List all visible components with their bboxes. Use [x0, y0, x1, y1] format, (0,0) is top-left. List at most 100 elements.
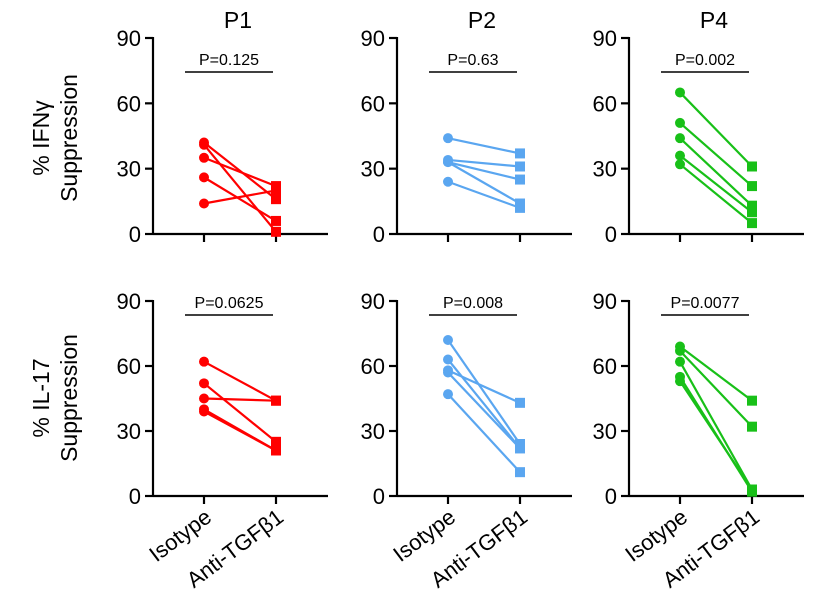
- pvalue-label: P=0.0077: [671, 295, 740, 312]
- isotype-point: [675, 159, 685, 170]
- panel-title: P4: [700, 7, 728, 33]
- isotype-point: [199, 378, 209, 389]
- isotype-point: [675, 87, 685, 98]
- y-tick-label: 0: [605, 222, 617, 247]
- isotype-point: [199, 152, 209, 163]
- y-tick-label: 0: [373, 484, 385, 509]
- anti-tgfb1-point: [747, 207, 757, 218]
- y-tick-label: 60: [593, 354, 617, 379]
- isotype-point: [199, 172, 209, 183]
- y-tick-label: 30: [361, 157, 385, 182]
- pair-line: [203, 176, 277, 222]
- isotype-point: [199, 198, 209, 209]
- isotype-point: [199, 356, 209, 367]
- isotype-point: [443, 389, 453, 400]
- panel-0-2: 0 30 60 90 P4 P=0.002: [593, 7, 804, 247]
- isotype-point: [443, 133, 453, 144]
- pvalue-label: P=0.63: [447, 52, 498, 69]
- anti-tgfb1-point: [747, 218, 757, 229]
- y-tick-label: 60: [117, 91, 141, 116]
- anti-tgfb1-point: [271, 194, 281, 205]
- pair-line: [679, 345, 753, 402]
- anti-tgfb1-point: [747, 161, 757, 172]
- pair-line: [447, 180, 521, 209]
- pair-line: [679, 163, 753, 224]
- row-label-il17-line2: Suppression: [56, 334, 82, 462]
- isotype-point: [443, 367, 453, 378]
- y-tick-label: 90: [361, 26, 385, 51]
- panel-title: P2: [468, 7, 496, 33]
- y-tick-label: 0: [129, 222, 141, 247]
- isotype-point: [199, 393, 209, 404]
- y-tick-label: 90: [593, 26, 617, 51]
- y-tick-label: 90: [593, 289, 617, 314]
- isotype-point: [675, 356, 685, 367]
- pair-line: [447, 393, 521, 473]
- row-label-il17-line1: % IL-17: [28, 358, 54, 437]
- anti-tgfb1-point: [747, 181, 757, 192]
- pair-line: [679, 154, 753, 214]
- anti-tgfb1-point: [271, 215, 281, 226]
- anti-tgfb1-point: [515, 202, 525, 213]
- y-tick-label: 90: [117, 289, 141, 314]
- pair-line: [203, 156, 277, 188]
- pvalue-label: P=0.0625: [195, 295, 264, 312]
- pair-line: [679, 380, 753, 491]
- panel-title: P1: [224, 7, 252, 33]
- y-tick-label: 0: [373, 222, 385, 247]
- anti-tgfb1-point: [747, 200, 757, 211]
- anti-tgfb1-point: [271, 436, 281, 447]
- panel-0-0: 0 30 60 90 P1 P=0.125: [117, 7, 328, 247]
- isotype-point: [199, 406, 209, 417]
- pair-line: [679, 137, 753, 207]
- isotype-point: [675, 150, 685, 161]
- isotype-point: [675, 117, 685, 128]
- anti-tgfb1-point: [515, 161, 525, 172]
- isotype-point: [675, 345, 685, 356]
- y-tick-label: 60: [361, 91, 385, 116]
- isotype-point: [199, 139, 209, 150]
- pair-line: [203, 397, 277, 402]
- pair-line: [203, 382, 277, 443]
- anti-tgfb1-point: [271, 226, 281, 237]
- pair-line: [447, 339, 521, 445]
- anti-tgfb1-point: [515, 443, 525, 454]
- row-labels: % IFNγ Suppression % IL-17 Suppression: [28, 74, 82, 462]
- anti-tgfb1-point: [515, 148, 525, 159]
- pair-line: [679, 361, 753, 491]
- anti-tgfb1-point: [747, 484, 757, 495]
- y-tick-label: 0: [129, 484, 141, 509]
- y-tick-label: 30: [117, 157, 141, 182]
- anti-tgfb1-point: [747, 395, 757, 406]
- pvalue-label: P=0.002: [675, 52, 735, 69]
- anti-tgfb1-point: [515, 467, 525, 478]
- anti-tgfb1-point: [747, 421, 757, 432]
- pair-line: [447, 137, 521, 155]
- pair-line: [447, 161, 521, 181]
- pair-line: [679, 350, 753, 428]
- anti-tgfb1-point: [271, 185, 281, 196]
- isotype-point: [675, 133, 685, 144]
- pair-line: [447, 161, 521, 205]
- y-tick-label: 30: [117, 419, 141, 444]
- pair-line: [679, 122, 753, 187]
- isotype-point: [443, 335, 453, 345]
- pair-line: [447, 358, 521, 450]
- y-tick-label: 60: [117, 354, 141, 379]
- y-tick-label: 90: [117, 26, 141, 51]
- pvalue-label: P=0.008: [443, 295, 503, 312]
- pair-line: [203, 144, 277, 233]
- y-tick-label: 60: [593, 91, 617, 116]
- y-tick-label: 60: [361, 354, 385, 379]
- y-tick-label: 30: [593, 157, 617, 182]
- pvalue-label: P=0.125: [199, 52, 259, 69]
- anti-tgfb1-point: [515, 397, 525, 408]
- pair-line: [203, 189, 277, 205]
- y-tick-label: 0: [605, 484, 617, 509]
- y-tick-label: 90: [361, 289, 385, 314]
- pair-line: [679, 91, 753, 168]
- isotype-point: [443, 157, 453, 168]
